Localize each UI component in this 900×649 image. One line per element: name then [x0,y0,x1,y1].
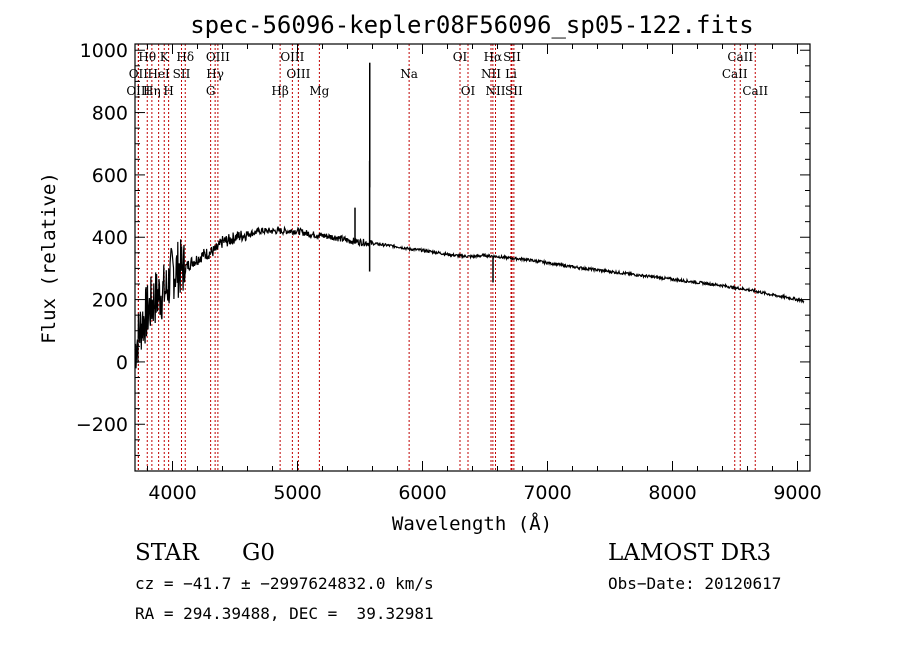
line-label: OIII [206,50,230,64]
y-axis-ticks: −200 0 200 400 600 800 1000 [76,40,810,456]
x-tick-label: 4000 [148,482,196,504]
line-label: Hβ [271,84,288,98]
line-label: OIII [126,84,150,98]
line-label: Hα [484,50,503,64]
x-tick-label: 8000 [648,482,696,504]
y-tick-label: 800 [92,103,128,125]
line-label: NII [481,67,501,81]
x-tick-label: 5000 [273,482,321,504]
y-tick-label: 200 [92,290,128,312]
line-label: Hη [143,84,161,98]
object-class: STAR [135,540,199,566]
y-tick-label: 1000 [80,40,128,62]
y-tick-label: −200 [76,414,128,436]
line-label: Hθ [138,50,156,64]
line-label: SII [503,50,521,64]
survey-name: LAMOST DR3 [608,540,772,566]
line-label: OI [461,84,476,98]
line-label: OII [129,67,149,81]
coordinates: RA = 294.39488, DEC = 39.32981 [135,604,434,623]
line-label: OI [453,50,468,64]
chart-title: spec-56096-kepler08F56096_sp05-122.fits [190,11,754,39]
object-subclass: G0 [242,540,276,566]
line-label: CaII [727,50,753,64]
y-tick-label: 0 [116,352,128,374]
line-label: Mg [309,84,329,98]
line-label: H [163,84,173,98]
x-axis-label: Wavelength (Å) [392,512,552,535]
spectral-line-markers [137,44,756,471]
line-label: HeI [147,67,170,81]
line-label: Hδ [176,50,194,64]
spectrum-line [134,225,805,369]
x-axis-ticks: 4000 5000 6000 7000 8000 9000 [147,44,822,504]
line-label: Hγ [206,67,224,81]
line-label: Na [400,67,418,81]
spectrum-spikes [354,62,494,283]
obs-date: Obs−Date: 20120617 [608,574,782,593]
y-axis-label: Flux (relative) [38,172,60,344]
line-label: OIII [280,50,304,64]
x-tick-label: 9000 [773,482,821,504]
x-tick-label: 6000 [398,482,446,504]
line-label: SII [505,84,523,98]
line-label: CaII [722,67,748,81]
line-label: CaII [742,84,768,98]
line-label: OIII [286,67,310,81]
y-tick-label: 600 [92,165,128,187]
line-label: Li [505,67,517,81]
line-label: K [160,50,170,64]
y-tick-label: 400 [92,227,128,249]
x-tick-label: 7000 [523,482,571,504]
redshift-text: cz = −41.7 ± −2997624832.0 km/s [135,574,434,593]
line-label: NII [486,84,506,98]
line-label: SII [173,67,191,81]
line-label: G [206,84,216,98]
